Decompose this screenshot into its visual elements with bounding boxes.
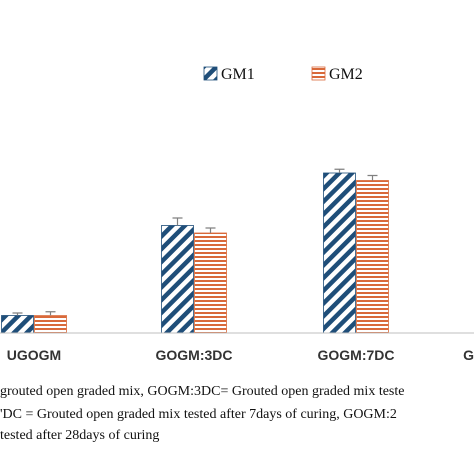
category-label-gogm-3dc: GOGM:3DC — [156, 347, 233, 363]
bar-gm1-0 — [1, 315, 34, 334]
legend: GM1 GM2 — [203, 66, 363, 83]
error-bar-gm2-2 — [367, 174, 378, 181]
bar-gm1-1 — [161, 225, 194, 334]
error-bar-gm1-1 — [172, 217, 183, 226]
bar-gm2-1 — [194, 232, 227, 334]
bar-gm1-2 — [323, 172, 356, 334]
error-bar-gm1-0 — [12, 312, 23, 316]
legend-swatch-gm1 — [203, 66, 218, 81]
legend-swatch-gm2 — [311, 66, 326, 81]
bar-gm2-2 — [356, 180, 389, 334]
caption-line-1: grouted open graded mix, GOGM:3DC= Grout… — [0, 384, 405, 399]
category-label-gogm-7dc: GOGM:7DC — [318, 347, 395, 363]
bar-marks — [1, 168, 389, 334]
caption-line-2: 'DC = Grouted open graded mix tested aft… — [0, 407, 397, 422]
legend-label-gm1: GM1 — [221, 66, 255, 83]
error-bar-gm2-1 — [205, 227, 216, 233]
error-bar-gm2-0 — [45, 311, 56, 316]
legend-label-gm2: GM2 — [329, 66, 363, 83]
bar-gm2-0 — [34, 315, 67, 334]
category-label-partial: G — [463, 347, 474, 363]
category-label-ugogm: UGOGM — [7, 347, 61, 363]
error-bar-gm1-2 — [334, 168, 345, 173]
category-labels: UGOGM GOGM:3DC GOGM:7DC G — [7, 347, 474, 363]
caption-line-3: tested after 28days of curing — [0, 428, 160, 443]
